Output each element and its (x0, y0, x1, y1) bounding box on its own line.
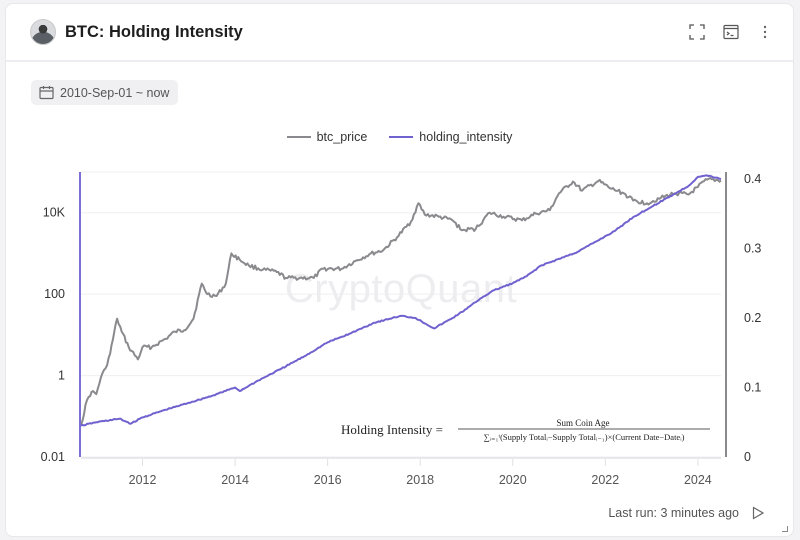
series-line-holding-intensity (80, 174, 722, 427)
legend-item-holding-intensity[interactable]: holding_intensity (389, 130, 512, 144)
y-right-tick-label: 0 (744, 450, 751, 464)
date-range-button[interactable]: 2010-Sep-01 ~ now (31, 80, 179, 105)
x-tick-label: 2024 (684, 473, 712, 487)
card-footer: Last run: 3 minutes ago (608, 506, 765, 520)
x-tick-label: 2018 (406, 473, 434, 487)
formula-annotation: Holding Intensity = Sum Coin Age ∑ᵢ₌₁ᵗ(S… (341, 418, 710, 442)
y-right-tick-label: 0.2 (744, 311, 761, 325)
formula-lhs: Holding Intensity = (341, 422, 443, 437)
date-range-label: 2010-Sep-01 ~ now (60, 85, 170, 100)
play-icon[interactable] (751, 506, 765, 520)
line-chart: CryptoQuant 0.01 1 100 10K 0 0.1 0.2 0.3 0.4 2012… (41, 171, 762, 487)
axes (79, 172, 727, 466)
calendar-icon (39, 86, 54, 100)
series-line-btc-price (80, 177, 722, 426)
x-tick-label: 2012 (129, 473, 157, 487)
y-right-tick-label: 0.3 (744, 241, 761, 255)
tick-labels: 0.01 1 100 10K 0 0.1 0.2 0.3 0.4 2012 2014 2016 2018… (41, 172, 762, 487)
y-left-tick-label: 0.01 (41, 450, 65, 464)
legend-swatch-holding-intensity (389, 136, 414, 138)
chart-card: BTC: Holding Intensity (5, 3, 794, 537)
formula-numerator: Sum Coin Age (556, 418, 609, 428)
header-actions (689, 24, 773, 40)
fullscreen-icon[interactable] (689, 24, 705, 40)
card-header: BTC: Holding Intensity (6, 4, 793, 62)
watermark: CryptoQuant (285, 267, 517, 311)
console-icon[interactable] (723, 24, 739, 40)
card-title: BTC: Holding Intensity (65, 22, 243, 41)
y-right-tick-label: 0.4 (744, 172, 761, 186)
x-tick-label: 2014 (221, 473, 249, 487)
last-run-label: Last run: 3 minutes ago (608, 506, 739, 520)
legend-label-btc-price: btc_price (316, 130, 368, 144)
x-tick-label: 2020 (499, 473, 527, 487)
legend-swatch-btc-price (286, 136, 311, 138)
resize-handle[interactable] (782, 526, 788, 532)
y-right-tick-label: 0.1 (744, 380, 761, 394)
formula-denominator: ∑ᵢ₌₁ᵗ(Supply Totalᵢ−Supply Totalᵢ₋₁)×(Cu… (484, 432, 685, 442)
y-left-tick-label: 1 (58, 369, 65, 383)
legend-item-btc-price[interactable]: btc_price (286, 130, 368, 144)
x-tick-label: 2016 (314, 473, 342, 487)
more-vertical-icon[interactable] (757, 24, 773, 40)
series-group (80, 174, 722, 427)
legend-label-holding-intensity: holding_intensity (419, 130, 513, 144)
y-left-tick-label: 100 (44, 287, 65, 301)
grid-lines (81, 171, 721, 458)
y-left-tick-label: 10K (43, 206, 66, 220)
chart-legend: btc_price holding_intensity (6, 130, 793, 144)
author-avatar[interactable] (30, 19, 56, 45)
x-tick-label: 2022 (591, 473, 619, 487)
